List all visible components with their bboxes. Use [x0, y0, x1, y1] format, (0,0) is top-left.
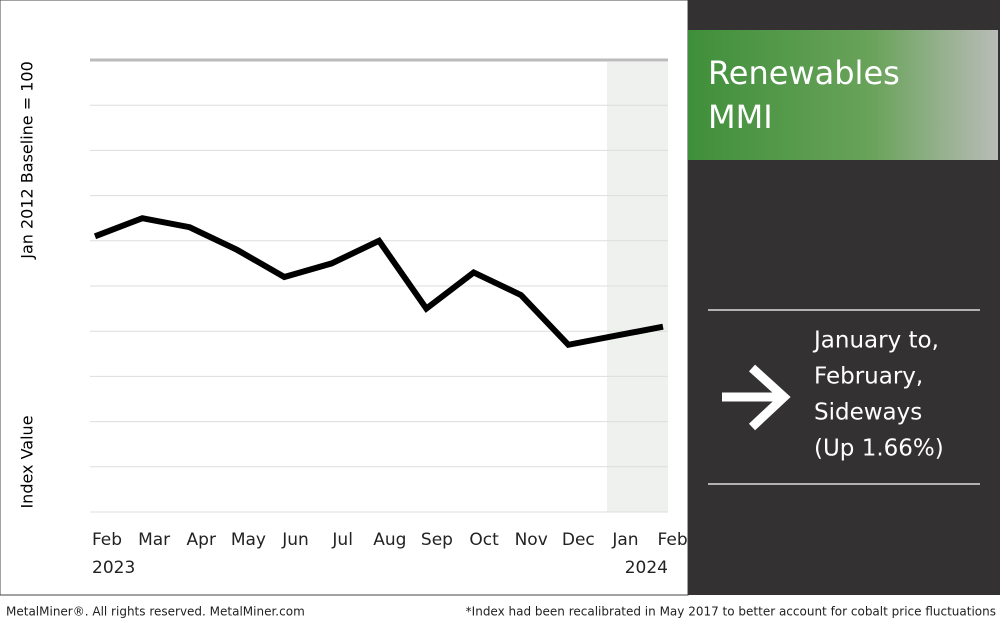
arrow-icon [722, 364, 791, 431]
x-tick-label: Dec [562, 530, 595, 550]
panel-title: Renewables [708, 54, 900, 92]
x-tick-label: Apr [187, 530, 216, 550]
x-tick-label: Jun [281, 530, 309, 550]
y-axis-label: Index Value [18, 415, 37, 508]
x-tick-label: Jul [331, 530, 353, 550]
panel-summary: (Up 1.66%) [814, 436, 944, 462]
x-tick-label: Mar [138, 530, 170, 550]
panel-summary: January to, [812, 328, 939, 354]
x-tick-label: May [231, 530, 266, 550]
y-axis-label: Jan 2012 Baseline = 100 [18, 61, 37, 260]
panel-summary: Sideways [814, 400, 922, 426]
highlight-band [607, 62, 668, 512]
chart-panel [0, 0, 689, 596]
x-tick-label: Aug [373, 530, 406, 550]
footer-right: *Index had been recalibrated in May 2017… [466, 605, 996, 619]
year-label: 2024 [625, 558, 668, 578]
panel-summary: February, [814, 364, 923, 390]
x-tick-label: Nov [515, 530, 548, 550]
panel-title: MMI [708, 98, 773, 136]
title-box [688, 30, 998, 160]
data-line [93, 215, 664, 349]
footer-left: MetalMiner®. All rights reserved. MetalM… [6, 605, 305, 619]
x-tick-label: Feb [92, 530, 122, 550]
x-tick-label: Jan [611, 530, 638, 550]
x-tick-label: Feb [658, 530, 688, 550]
x-tick-label: Oct [469, 530, 499, 550]
year-label: 2023 [92, 558, 135, 578]
x-tick-label: Sep [421, 530, 453, 550]
